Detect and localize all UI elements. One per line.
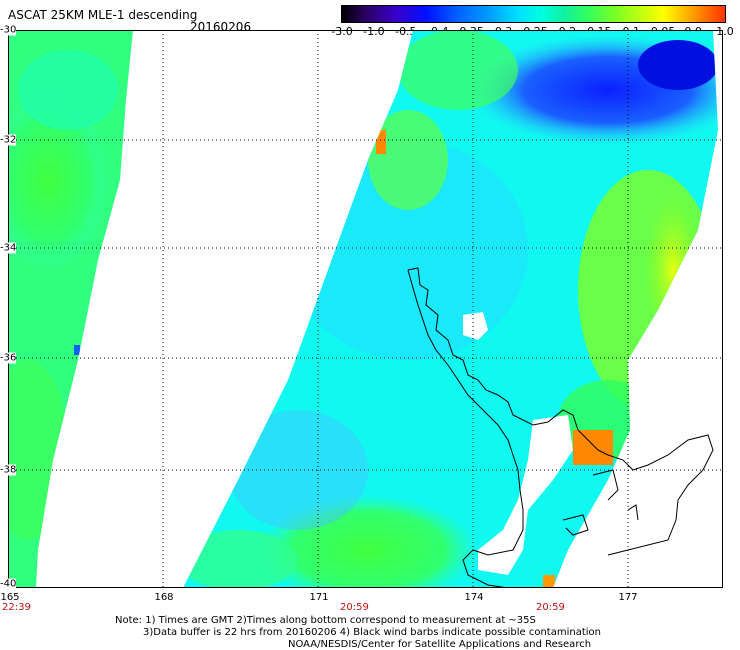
lat-label: -34: [0, 242, 17, 254]
lat-label: -40: [0, 578, 17, 590]
graticule: [8, 30, 723, 588]
colorbar-tick-label: 1.0: [716, 25, 734, 38]
coastline: [407, 267, 714, 588]
note-line-3: NOAA/NESDIS/Center for Satellite Applica…: [288, 639, 592, 650]
lat-label: -30: [0, 24, 17, 36]
lon-label: 177: [618, 592, 638, 603]
pass-time-label: 20:59: [340, 602, 369, 613]
pass-time-label: 22:39: [2, 602, 31, 613]
lat-label: -36: [0, 352, 17, 364]
left-swath: [8, 30, 133, 588]
swath-map-svg: [8, 30, 723, 588]
note-line-1: Note: 1) Times are GMT 2)Times along bot…: [115, 615, 536, 626]
pass-time-label: 20:59: [536, 602, 565, 613]
colorbar-tick-label: -3.0: [331, 25, 353, 38]
lon-label: 174: [464, 592, 484, 603]
colorbar-tick-label: -0.5: [395, 25, 417, 38]
colorbar-tick-label: -1.0: [363, 25, 385, 38]
plot-frame: [8, 30, 723, 588]
lon-label: 168: [154, 592, 174, 603]
land-mask: [463, 312, 573, 575]
lat-label: -38: [0, 464, 17, 476]
note-line-2: 3)Data buffer is 22 hrs from 20160206 4)…: [143, 627, 601, 638]
lat-label: -32: [0, 134, 17, 146]
lon-label: 165: [0, 592, 20, 603]
lon-label: 171: [309, 592, 329, 603]
swath-map: [8, 30, 723, 588]
colorbar: [341, 5, 726, 23]
map-title: ASCAT 25KM MLE-1 descending: [8, 8, 198, 22]
